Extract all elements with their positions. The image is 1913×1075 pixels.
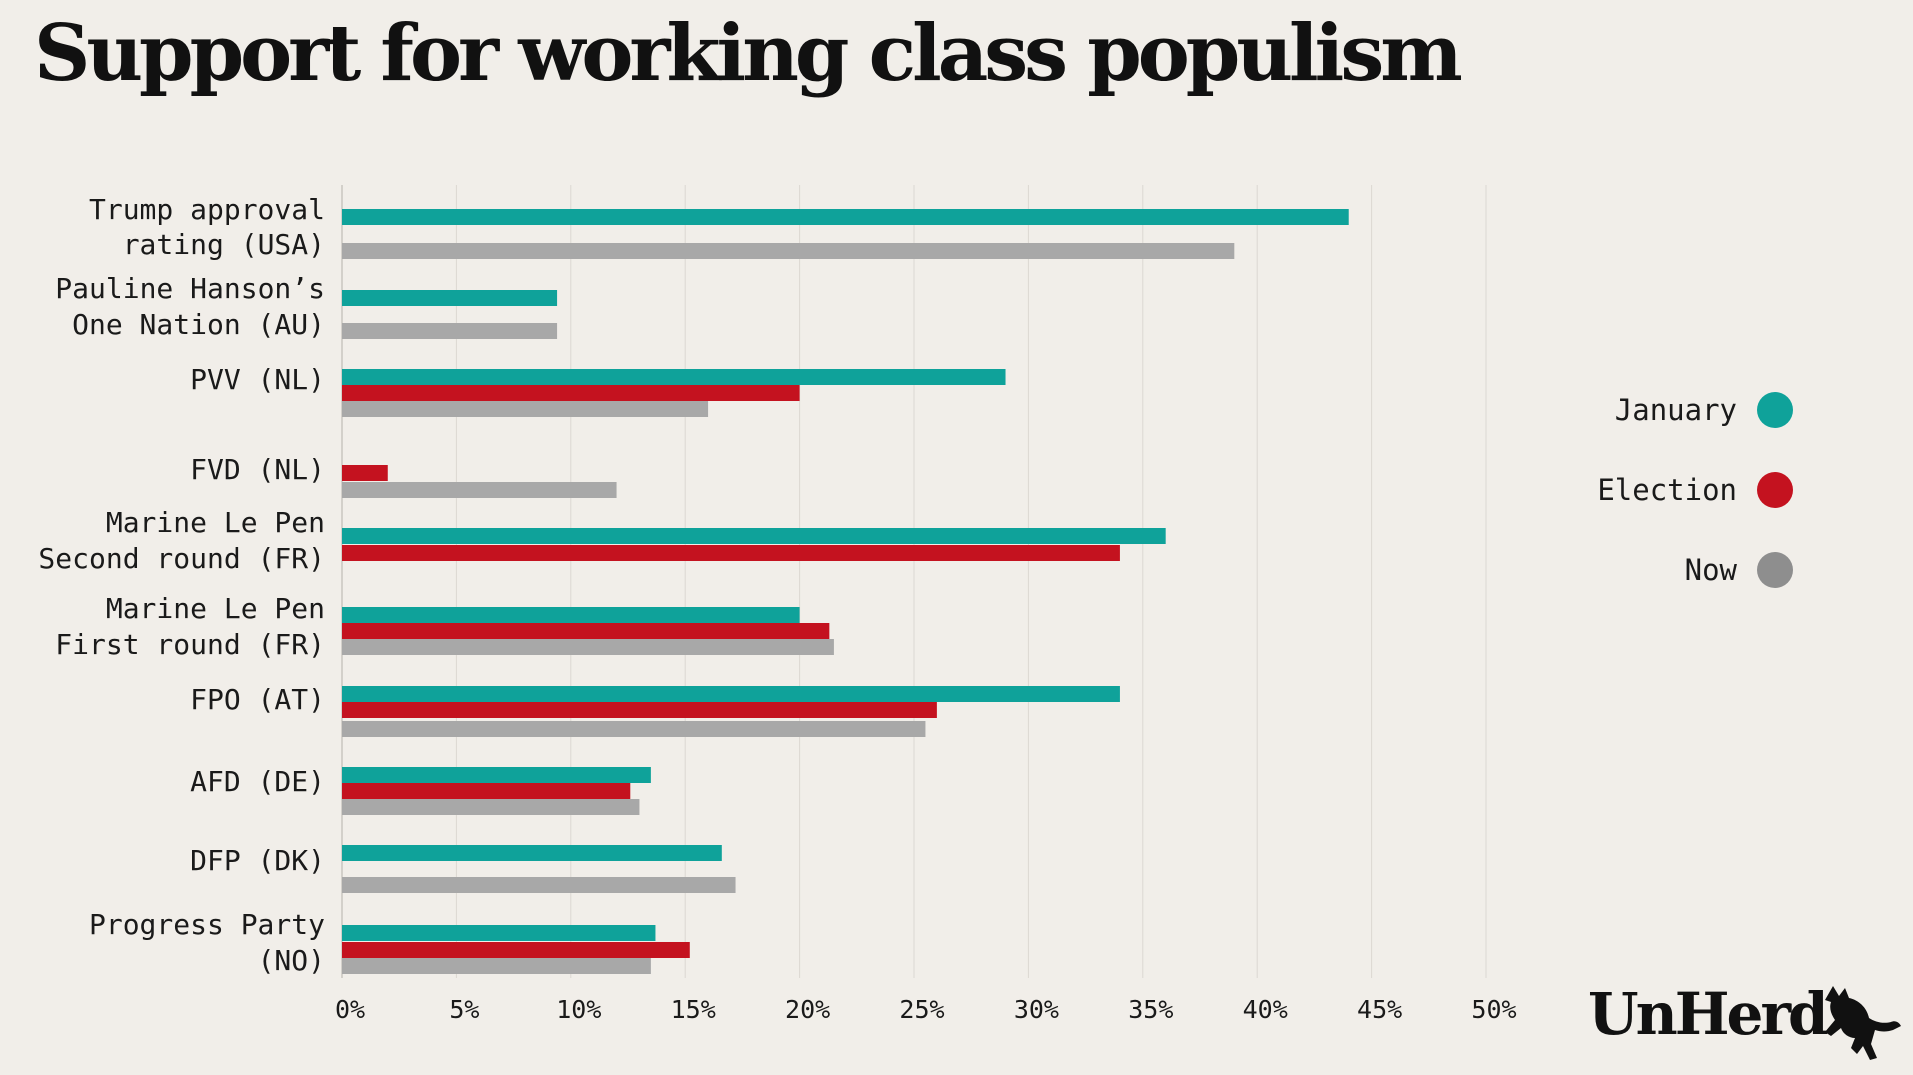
bar-now	[342, 877, 736, 893]
category-label: Second round (FR)	[38, 542, 325, 575]
category-label: FPO (AT)	[190, 683, 325, 716]
bar-now	[342, 243, 1235, 259]
bar-election	[342, 465, 388, 481]
legend-item-january: January	[1597, 370, 1793, 450]
bar-now	[342, 958, 651, 974]
bar-now	[342, 639, 834, 655]
bar-now	[342, 401, 709, 417]
legend-item-now: Now	[1597, 530, 1793, 610]
bar-january	[342, 369, 1006, 385]
category-label: (NO)	[258, 944, 325, 977]
x-tick-label: 50%	[1471, 995, 1516, 1024]
legend-label: January	[1614, 393, 1737, 427]
bar-january	[342, 925, 656, 941]
legend-swatch-january	[1757, 392, 1793, 428]
bar-january	[342, 209, 1349, 225]
chart-title: Support for working class populism	[34, 8, 1463, 99]
logo-text: UnHerd	[1588, 980, 1829, 1048]
category-label: DFP (DK)	[190, 844, 325, 877]
category-label: FVD (NL)	[190, 453, 325, 486]
bar-election	[342, 545, 1120, 561]
category-label: One Nation (AU)	[72, 308, 325, 341]
bar-election	[342, 623, 830, 639]
x-tick-label: 5%	[449, 995, 479, 1024]
bar-january	[342, 686, 1120, 702]
x-tick-label: 35%	[1128, 995, 1173, 1024]
legend-item-election: Election	[1597, 450, 1793, 530]
category-label: Pauline Hanson’s	[55, 272, 325, 305]
x-tick-label: 20%	[785, 995, 830, 1024]
bar-election	[342, 702, 937, 718]
bar-now	[342, 482, 617, 498]
legend: January Election Now	[1597, 370, 1793, 610]
x-tick-label: 40%	[1243, 995, 1288, 1024]
x-tick-label: 0%	[335, 995, 365, 1024]
legend-swatch-election	[1757, 472, 1793, 508]
bar-now	[342, 721, 926, 737]
x-tick-label: 10%	[556, 995, 601, 1024]
bar-now	[342, 799, 640, 815]
bar-january	[342, 290, 558, 306]
bar-january	[342, 528, 1166, 544]
category-label: Progress Party	[89, 908, 325, 941]
bar-now	[342, 323, 558, 339]
x-tick-label: 25%	[899, 995, 944, 1024]
legend-label: Now	[1684, 553, 1737, 587]
bull-icon	[1825, 986, 1901, 1060]
x-tick-label: 45%	[1357, 995, 1402, 1024]
category-label: Marine Le Pen	[106, 592, 325, 625]
category-label: Trump approval	[89, 193, 325, 226]
bar-election	[342, 942, 690, 958]
x-tick-label: 30%	[1014, 995, 1059, 1024]
bar-january	[342, 767, 651, 783]
x-tick-label: 15%	[671, 995, 716, 1024]
bar-election	[342, 783, 631, 799]
bar-election	[342, 385, 800, 401]
category-label: Marine Le Pen	[106, 506, 325, 539]
category-label: rating (USA)	[123, 228, 325, 261]
bar-january	[342, 845, 722, 861]
legend-swatch-now	[1757, 552, 1793, 588]
unherd-logo: UnHerd	[1588, 980, 1829, 1048]
category-label: First round (FR)	[55, 628, 325, 661]
bar-january	[342, 607, 800, 623]
legend-label: Election	[1597, 473, 1737, 507]
category-label: PVV (NL)	[190, 363, 325, 396]
category-label: AFD (DE)	[190, 765, 325, 798]
